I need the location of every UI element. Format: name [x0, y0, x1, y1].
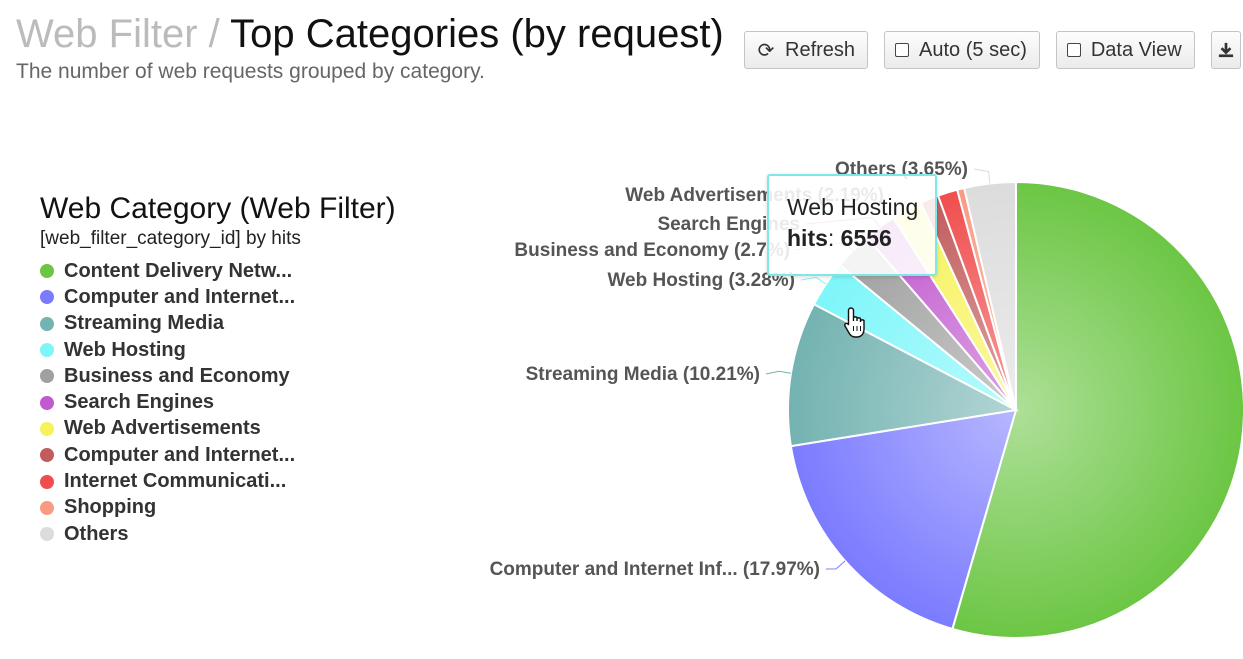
legend-item[interactable]: Computer and Internet...	[40, 442, 396, 468]
pie-slice-highlight	[814, 265, 1016, 410]
refresh-button[interactable]: ⟳ Refresh	[744, 31, 869, 69]
legend-label: Computer and Internet...	[64, 443, 296, 466]
data-view-checkbox[interactable]	[1066, 43, 1081, 57]
pie-slice-highlight	[957, 187, 1016, 410]
tooltip-value: 6556	[840, 225, 892, 251]
refresh-icon: ⟳	[757, 39, 775, 62]
tooltip-key: hits	[787, 225, 828, 251]
pie-slice-highlight	[938, 189, 1016, 410]
legend-item[interactable]: Web Advertisements	[40, 416, 396, 442]
pie-slice-highlight	[952, 182, 1243, 638]
legend-subtitle: [web_filter_category_id] by hits	[40, 228, 301, 249]
legend-item[interactable]: Search Engines	[40, 389, 396, 415]
tooltip-category: Web Hosting	[787, 194, 919, 220]
legend-item[interactable]: Web Hosting	[40, 337, 396, 363]
slice-label-connector	[973, 168, 991, 184]
legend-swatch	[40, 290, 54, 305]
pie-slice-highlight	[790, 410, 1016, 629]
auto-refresh-checkbox[interactable]	[895, 43, 910, 57]
legend-item[interactable]: Internet Communicati...	[40, 468, 396, 494]
pie-slice-highlight	[787, 304, 1016, 447]
slice-label-connector	[825, 560, 846, 570]
legend-swatch	[40, 343, 54, 358]
legend-item[interactable]: Streaming Media	[40, 311, 396, 337]
page-title: Web Filter / Top Categories (by request)	[16, 8, 724, 60]
slice-label: Web Hosting (3.28%)	[607, 270, 795, 291]
toolbar: ⟳ Refresh Auto (5 sec) Data View	[744, 31, 1241, 69]
legend-label: Business and Economy	[64, 364, 290, 387]
legend-swatch	[40, 421, 54, 436]
tooltip-value-row: hits: 6556	[787, 225, 892, 251]
legend-label: Shopping	[64, 496, 157, 519]
legend-swatch	[40, 316, 54, 331]
hand-pointer-cursor-icon	[844, 307, 865, 338]
legend-items: Content Delivery Netw... Computer and Int…	[40, 258, 396, 547]
data-view-label: Data View	[1090, 38, 1182, 61]
legend-swatch	[40, 395, 54, 410]
auto-refresh-label: Auto (5 sec)	[919, 38, 1027, 61]
legend-label: Internet Communicati...	[64, 470, 287, 493]
slice-label: Streaming Media (10.21%)	[526, 364, 760, 385]
legend-swatch	[40, 500, 54, 515]
page-subtitle: The number of web requests grouped by ca…	[16, 60, 485, 83]
legend-label: Web Hosting	[64, 338, 186, 361]
breadcrumb-separator: /	[208, 12, 220, 56]
legend-swatch	[40, 474, 54, 489]
chart-tooltip: Web Hosting hits: 6556	[767, 174, 937, 276]
legend-label: Computer and Internet...	[64, 285, 296, 308]
legend-title: Web Category (Web Filter)	[40, 192, 396, 225]
legend-item[interactable]: Business and Economy	[40, 363, 396, 389]
legend-swatch	[40, 369, 54, 384]
legend-label: Content Delivery Netw...	[64, 259, 293, 282]
slice-label: Computer and Internet Inf... (17.97%)	[490, 559, 820, 580]
legend-swatch	[40, 448, 54, 463]
download-icon	[1218, 42, 1233, 58]
legend-item[interactable]: Computer and Internet...	[40, 284, 396, 310]
slice-label-connector	[800, 276, 827, 285]
data-view-toggle[interactable]: Data View	[1055, 31, 1195, 69]
legend-label: Web Advertisements	[64, 417, 261, 440]
breadcrumb-parent-link[interactable]: Web Filter	[16, 12, 198, 56]
chart-legend: Web Category (Web Filter) [web_filter_ca…	[40, 192, 396, 547]
legend-label: Streaming Media	[64, 312, 225, 335]
legend-item[interactable]: Content Delivery Netw...	[40, 258, 396, 284]
legend-item[interactable]: Shopping	[40, 495, 396, 521]
pie-slice-highlight	[920, 195, 1016, 410]
legend-swatch	[40, 527, 54, 542]
page-header: Web Filter / Top Categories (by request)…	[16, 8, 724, 84]
slice-label-connector	[765, 370, 792, 375]
pie-slice-highlight	[964, 182, 1016, 410]
legend-label: Others	[64, 522, 129, 545]
auto-refresh-toggle[interactable]: Auto (5 sec)	[884, 31, 1040, 69]
breadcrumb-current: Top Categories (by request)	[230, 12, 724, 56]
slice-label: Business and Economy (2.7%)	[514, 240, 790, 261]
refresh-button-label: Refresh	[785, 38, 856, 61]
pie-slice-highlight	[839, 237, 1016, 410]
slice-label: Search Engines	[657, 214, 800, 235]
legend-item[interactable]: Others	[40, 521, 396, 547]
legend-label: Search Engines	[64, 391, 215, 414]
download-button[interactable]	[1210, 31, 1241, 69]
legend-swatch	[40, 264, 54, 279]
